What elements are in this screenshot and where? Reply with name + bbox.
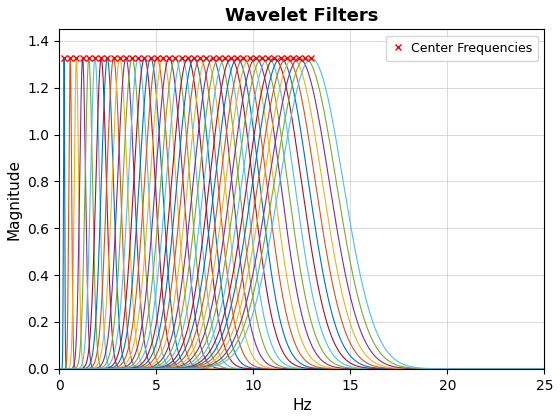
- Center Frequencies: [178, 56, 185, 61]
- Center Frequencies: [271, 56, 278, 61]
- Center Frequencies: [166, 56, 172, 61]
- Center Frequencies: [80, 56, 86, 61]
- Center Frequencies: [228, 56, 235, 61]
- Center Frequencies: [265, 56, 272, 61]
- Center Frequencies: [259, 56, 265, 61]
- Center Frequencies: [172, 56, 179, 61]
- Center Frequencies: [234, 56, 241, 61]
- Center Frequencies: [153, 56, 160, 61]
- Center Frequencies: [135, 56, 142, 61]
- Center Frequencies: [209, 56, 216, 61]
- Center Frequencies: [203, 56, 209, 61]
- Center Frequencies: [116, 56, 123, 61]
- Center Frequencies: [98, 56, 105, 61]
- Center Frequencies: [277, 56, 284, 61]
- Center Frequencies: [86, 56, 92, 61]
- Center Frequencies: [92, 56, 99, 61]
- Center Frequencies: [302, 56, 309, 61]
- Center Frequencies: [283, 56, 290, 61]
- Line: Center Frequencies: Center Frequencies: [61, 55, 314, 61]
- Center Frequencies: [222, 56, 228, 61]
- X-axis label: Hz: Hz: [292, 398, 311, 413]
- Center Frequencies: [253, 56, 259, 61]
- Center Frequencies: [73, 56, 80, 61]
- Center Frequencies: [246, 56, 253, 61]
- Center Frequencies: [190, 56, 197, 61]
- Center Frequencies: [67, 56, 73, 61]
- Center Frequencies: [197, 56, 203, 61]
- Title: Wavelet Filters: Wavelet Filters: [225, 7, 379, 25]
- Center Frequencies: [296, 56, 302, 61]
- Center Frequencies: [60, 56, 67, 61]
- Center Frequencies: [216, 56, 222, 61]
- Center Frequencies: [290, 56, 296, 61]
- Center Frequencies: [110, 56, 117, 61]
- Center Frequencies: [123, 56, 129, 61]
- Center Frequencies: [147, 56, 154, 61]
- Center Frequencies: [104, 56, 111, 61]
- Center Frequencies: [184, 56, 191, 61]
- Y-axis label: Magnitude: Magnitude: [7, 158, 22, 239]
- Center Frequencies: [240, 56, 247, 61]
- Center Frequencies: [160, 56, 166, 61]
- Legend: Center Frequencies: Center Frequencies: [385, 36, 538, 61]
- Center Frequencies: [141, 56, 148, 61]
- Center Frequencies: [308, 56, 315, 61]
- Center Frequencies: [129, 56, 136, 61]
